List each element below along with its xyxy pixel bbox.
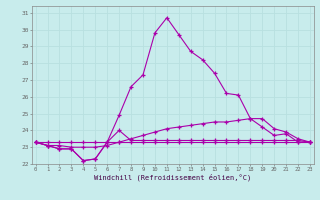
X-axis label: Windchill (Refroidissement éolien,°C): Windchill (Refroidissement éolien,°C) [94,173,252,181]
